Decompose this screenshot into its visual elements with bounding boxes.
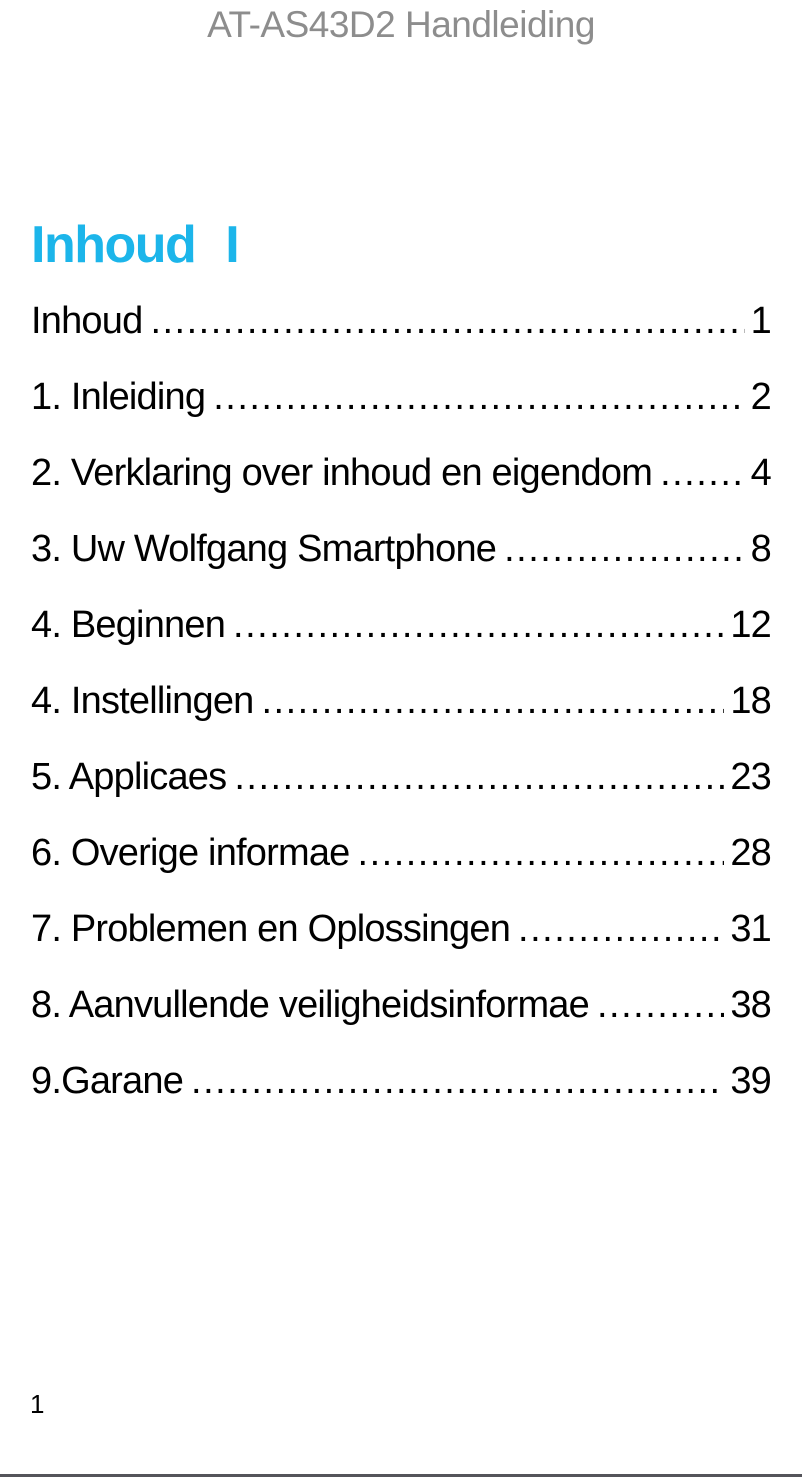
- toc-entry-page: 1: [750, 300, 772, 342]
- toc-entry: 8. Aanvullende veiligheidsinformae 38: [31, 984, 772, 1026]
- toc-entry-title: 9.Garane: [31, 1060, 184, 1102]
- toc-dot-leader: [660, 453, 745, 493]
- toc-entry: 2. Verklaring over inhoud en eigendom 4: [31, 452, 772, 494]
- toc-entry: 4. Instellingen 18: [31, 680, 772, 722]
- toc-entry-page: 18: [730, 680, 771, 722]
- toc-entry: 4. Beginnen 12: [31, 604, 772, 646]
- toc-entry-title: 4. Instellingen: [31, 680, 254, 722]
- section-heading-mark: I: [225, 216, 239, 274]
- toc-dot-leader: [262, 681, 725, 721]
- toc-entry-title: 3. Uw Wolfgang Smartphone: [31, 528, 497, 570]
- toc-entry-page: 4: [750, 452, 772, 494]
- toc-entry: 3. Uw Wolfgang Smartphone 8: [31, 528, 772, 570]
- toc-entry: 7. Problemen en Oplossingen 31: [31, 908, 772, 950]
- toc-dot-leader: [597, 985, 724, 1025]
- toc-entry-page: 23: [730, 756, 771, 798]
- toc-entry-title: 1. Inleiding: [31, 376, 206, 418]
- toc-entry-page: 31: [730, 908, 771, 950]
- toc-dot-leader: [234, 757, 724, 797]
- section-heading-text: Inhoud: [31, 216, 197, 274]
- toc-entry-title: 2. Verklaring over inhoud en eigendom: [31, 452, 653, 494]
- toc-entry-title: 5. Applicaes: [31, 756, 227, 798]
- toc-entry-page: 2: [750, 376, 772, 418]
- toc-entry-page: 8: [750, 528, 772, 570]
- toc-entry-page: 39: [730, 1060, 771, 1102]
- toc-entry-page: 38: [730, 984, 771, 1026]
- toc-entry-title: 4. Beginnen: [31, 604, 226, 646]
- toc-entry-title: 6. Overige informae: [31, 832, 350, 874]
- toc-dot-leader: [518, 909, 724, 949]
- toc-dot-leader: [191, 1061, 724, 1101]
- toc-entry-page: 12: [730, 604, 771, 646]
- toc-dot-leader: [213, 377, 744, 417]
- toc-entry: 5. Applicaes 23: [31, 756, 772, 798]
- toc-dot-leader: [150, 301, 744, 341]
- footer-page-number: 1: [30, 1389, 45, 1419]
- toc-list: Inhoud 1 1. Inleiding 2 2. Verklaring ov…: [31, 300, 772, 1137]
- toc-entry-title: 7. Problemen en Oplossingen: [31, 908, 511, 950]
- toc-entry-page: 28: [730, 832, 771, 874]
- toc-entry: 6. Overige informae 28: [31, 832, 772, 874]
- toc-entry-title: 8. Aanvullende veiligheidsinformae: [31, 984, 590, 1026]
- toc-entry: 9.Garane 39: [31, 1060, 772, 1102]
- section-heading: Inhoud I: [31, 216, 240, 274]
- doc-header-title: AT-AS43D2 Handleiding: [207, 4, 595, 45]
- toc-dot-leader: [504, 529, 745, 569]
- toc-entry: Inhoud 1: [31, 300, 772, 342]
- toc-dot-leader: [358, 833, 725, 873]
- footer-rule: [0, 1474, 802, 1477]
- toc-dot-leader: [233, 605, 724, 645]
- toc-entry-title: Inhoud: [31, 300, 143, 342]
- toc-entry: 1. Inleiding 2: [31, 376, 772, 418]
